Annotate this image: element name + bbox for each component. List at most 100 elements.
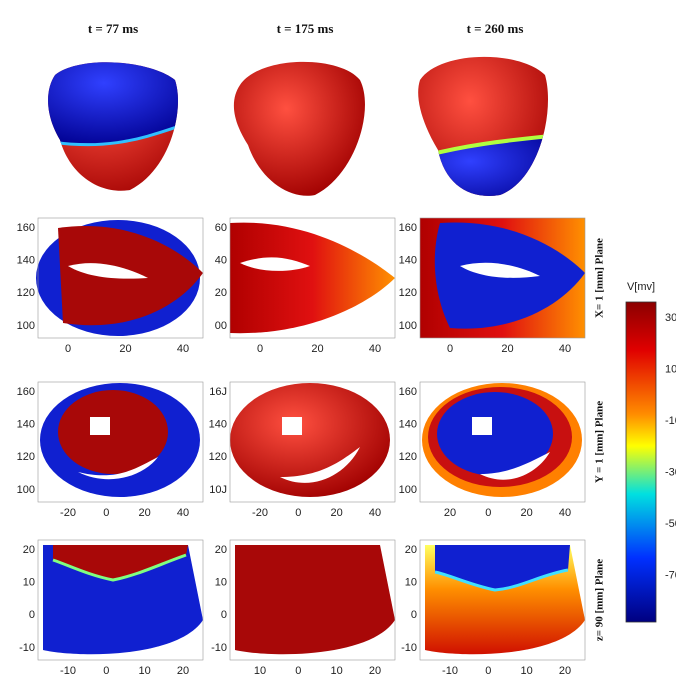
colorbar-tick-label: -50 bbox=[665, 518, 676, 530]
y-tick-label: 20 bbox=[215, 544, 227, 556]
y-tick-label: 0 bbox=[29, 609, 35, 621]
slice-panel bbox=[420, 540, 585, 660]
x-tick-label: 20 bbox=[501, 343, 513, 355]
y-tick-label: 120 bbox=[17, 451, 35, 463]
y-tick-label: 120 bbox=[399, 451, 417, 463]
y-tick-label: 60 bbox=[215, 222, 227, 234]
x-tick-label: 10 bbox=[521, 665, 533, 677]
slice-panel bbox=[230, 218, 395, 338]
x-tick-label: 40 bbox=[177, 507, 189, 519]
colorbar-tick-label: 30 bbox=[665, 312, 676, 324]
y-tick-label: 20 bbox=[405, 544, 417, 556]
y-tick-label: -10 bbox=[19, 642, 35, 654]
slice-panel bbox=[38, 382, 203, 502]
y-tick-label: 100 bbox=[17, 320, 35, 332]
y-tick-label: 0 bbox=[411, 609, 417, 621]
colorbar-tick-label: -70 bbox=[665, 569, 676, 581]
x-tick-label: 10 bbox=[331, 665, 343, 677]
column-title: t = 260 ms bbox=[467, 21, 524, 36]
x-tick-label: 0 bbox=[103, 507, 109, 519]
slice-panel bbox=[230, 382, 395, 502]
x-tick-label: 20 bbox=[521, 507, 533, 519]
x-tick-label: 10 bbox=[254, 665, 266, 677]
x-tick-label: 0 bbox=[295, 507, 301, 519]
x-tick-label: 0 bbox=[485, 665, 491, 677]
x-tick-label: 20 bbox=[331, 507, 343, 519]
colorbar-tick-label: -10 bbox=[665, 415, 676, 427]
y-tick-label: 160 bbox=[17, 222, 35, 234]
slice-region bbox=[472, 417, 492, 435]
x-tick-label: 0 bbox=[295, 665, 301, 677]
heart-260 bbox=[410, 45, 560, 210]
y-tick-label: 10J bbox=[209, 484, 227, 496]
y-tick-label: -10 bbox=[401, 642, 417, 654]
y-tick-label: 10 bbox=[23, 577, 35, 589]
y-tick-label: 10 bbox=[215, 577, 227, 589]
y-tick-label: 100 bbox=[399, 320, 417, 332]
y-tick-label: 160 bbox=[17, 386, 35, 398]
y-tick-label: 100 bbox=[17, 484, 35, 496]
y-tick-label: 100 bbox=[399, 484, 417, 496]
figure: V[mv] t = 77 ms t = 175 ms t = 260 ms 160 14… bbox=[0, 0, 676, 679]
y-tick-label: 140 bbox=[399, 419, 417, 431]
x-tick-label: 0 bbox=[257, 343, 263, 355]
colorbar bbox=[626, 302, 656, 622]
slice-region bbox=[235, 545, 395, 654]
y-tick-label: 140 bbox=[209, 419, 227, 431]
y-tick-label: 20 bbox=[23, 544, 35, 556]
x-tick-label: 40 bbox=[559, 507, 571, 519]
y-tick-label: 120 bbox=[209, 451, 227, 463]
slice-panel bbox=[420, 218, 585, 338]
x-tick-label: 0 bbox=[65, 343, 71, 355]
x-tick-label: 40 bbox=[369, 507, 381, 519]
x-tick-label: 0 bbox=[447, 343, 453, 355]
x-tick-label: 20 bbox=[139, 507, 151, 519]
x-tick-label: 20 bbox=[177, 665, 189, 677]
x-tick-label: 0 bbox=[103, 665, 109, 677]
slice-panel bbox=[420, 382, 585, 502]
slice-panel bbox=[230, 540, 395, 660]
y-tick-label: 140 bbox=[17, 419, 35, 431]
colorbar-tick-label: -30 bbox=[665, 466, 676, 478]
y-tick-label: 140 bbox=[399, 255, 417, 267]
x-tick-label: 20 bbox=[369, 665, 381, 677]
y-tick-label: 120 bbox=[17, 287, 35, 299]
x-tick-label: 20 bbox=[559, 665, 571, 677]
y-tick-label: 160 bbox=[399, 386, 417, 398]
heart-175 bbox=[234, 62, 365, 196]
row-label: X= 1 [mm] Plane bbox=[594, 238, 606, 318]
y-tick-label: 16J bbox=[209, 386, 227, 398]
column-title: t = 175 ms bbox=[277, 21, 334, 36]
heart-77 bbox=[40, 50, 200, 200]
y-tick-label: 10 bbox=[405, 577, 417, 589]
slice-panel bbox=[36, 218, 203, 338]
x-tick-label: -10 bbox=[442, 665, 458, 677]
colorbar-tick-label: 10 bbox=[665, 363, 676, 375]
y-tick-label: 40 bbox=[215, 255, 227, 267]
x-tick-label: 40 bbox=[369, 343, 381, 355]
column-title: t = 77 ms bbox=[88, 21, 138, 36]
slice-region bbox=[90, 417, 110, 435]
y-tick-label: 160 bbox=[399, 222, 417, 234]
x-tick-label: 40 bbox=[177, 343, 189, 355]
x-tick-label: 20 bbox=[119, 343, 131, 355]
y-tick-label: 140 bbox=[17, 255, 35, 267]
x-tick-label: 20 bbox=[311, 343, 323, 355]
row-label: z= 90 [mm] Plane bbox=[594, 559, 606, 641]
y-tick-label: 0 bbox=[221, 609, 227, 621]
x-tick-label: -10 bbox=[60, 665, 76, 677]
x-tick-label: 0 bbox=[485, 507, 491, 519]
slice-region bbox=[282, 417, 302, 435]
x-tick-label: -20 bbox=[252, 507, 268, 519]
x-tick-label: 10 bbox=[139, 665, 151, 677]
x-tick-label: -20 bbox=[60, 507, 76, 519]
y-tick-label: 20 bbox=[215, 287, 227, 299]
colorbar-label: V[mv] bbox=[627, 281, 655, 293]
x-tick-label: 20 bbox=[444, 507, 456, 519]
y-tick-label: 00 bbox=[215, 320, 227, 332]
row-label: Y = 1 [mm] Plane bbox=[594, 401, 606, 483]
slice-region bbox=[230, 223, 395, 334]
x-tick-label: 40 bbox=[559, 343, 571, 355]
y-tick-label: -10 bbox=[211, 642, 227, 654]
y-tick-label: 120 bbox=[399, 287, 417, 299]
